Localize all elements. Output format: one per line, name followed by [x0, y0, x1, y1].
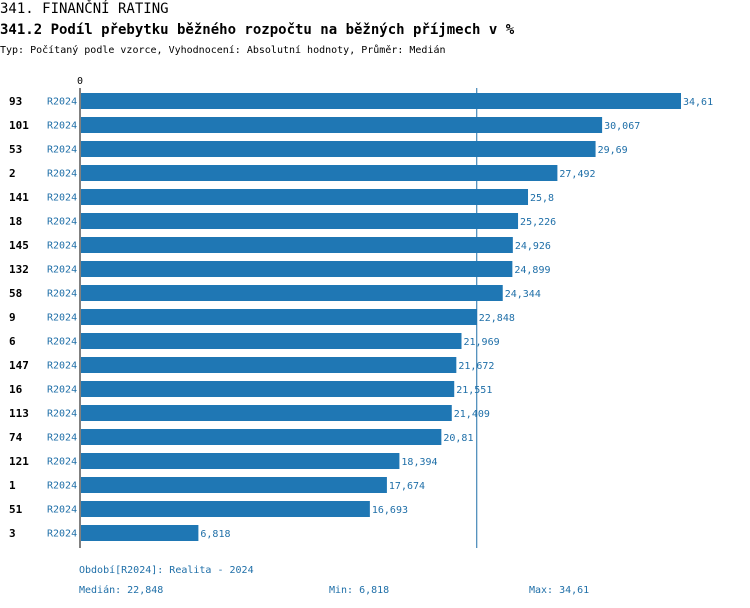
category-label: 121 — [9, 455, 29, 468]
period-label: R2024 — [47, 505, 77, 516]
category-label: 145 — [9, 239, 29, 252]
period-label: R2024 — [47, 289, 77, 300]
chart-title: 341. FINANČNÍ RATING — [0, 1, 169, 17]
value-label: 6,818 — [200, 529, 230, 540]
period-label: R2024 — [47, 313, 77, 324]
bar — [81, 405, 452, 421]
period-label: R2024 — [47, 409, 77, 420]
value-label: 21,672 — [458, 361, 494, 372]
value-label: 22,848 — [479, 313, 515, 324]
bar — [81, 237, 513, 253]
category-label: 6 — [9, 335, 16, 348]
value-label: 17,674 — [389, 481, 425, 492]
value-label: 24,926 — [515, 241, 551, 252]
period-label: R2024 — [47, 457, 77, 468]
period-label: R2024 — [47, 121, 77, 132]
category-label: 141 — [9, 191, 29, 204]
period-label: R2024 — [47, 145, 77, 156]
period-label: R2024 — [47, 529, 77, 540]
period-label: R2024 — [47, 265, 77, 276]
period-label: R2024 — [47, 481, 77, 492]
bar — [81, 477, 387, 493]
value-label: 21,969 — [463, 337, 499, 348]
period-label: R2024 — [47, 337, 77, 348]
period-label: R2024 — [47, 361, 77, 372]
period-label: R2024 — [47, 97, 77, 108]
value-label: 27,492 — [559, 169, 595, 180]
bar — [81, 141, 596, 157]
category-label: 53 — [9, 143, 22, 156]
period-label: R2024 — [47, 217, 77, 228]
bar — [81, 525, 199, 541]
value-label: 34,61 — [683, 97, 713, 108]
footer-min: Min: 6,818 — [329, 585, 390, 596]
bar — [81, 429, 442, 445]
bar — [81, 117, 603, 133]
category-label: 132 — [9, 263, 29, 276]
category-label: 74 — [9, 431, 23, 444]
value-label: 25,8 — [530, 193, 554, 204]
category-label: 2 — [9, 167, 16, 180]
footer-period: Období[R2024]: Realita - 2024 — [79, 565, 254, 576]
bar — [81, 501, 370, 517]
period-label: R2024 — [47, 169, 77, 180]
category-label: 58 — [9, 287, 22, 300]
bar — [81, 453, 400, 469]
category-label: 147 — [9, 359, 29, 372]
footer-median: Medián: 22,848 — [79, 585, 164, 596]
bar — [81, 285, 503, 301]
bar — [81, 213, 519, 229]
category-label: 18 — [9, 215, 22, 228]
value-label: 18,394 — [401, 457, 437, 468]
category-label: 9 — [9, 311, 16, 324]
category-label: 93 — [9, 95, 22, 108]
value-label: 16,693 — [372, 505, 408, 516]
value-label: 24,344 — [505, 289, 541, 300]
category-label: 1 — [9, 479, 16, 492]
bar — [81, 189, 529, 205]
value-label: 21,409 — [454, 409, 490, 420]
footer-max: Max: 34,61 — [529, 585, 590, 596]
category-label: 51 — [9, 503, 23, 516]
value-label: 30,067 — [604, 121, 640, 132]
x-tick-label: 0 — [77, 76, 83, 87]
value-label: 29,69 — [598, 145, 628, 156]
period-label: R2024 — [47, 433, 77, 444]
period-label: R2024 — [47, 193, 77, 204]
category-label: 16 — [9, 383, 23, 396]
value-label: 21,551 — [456, 385, 492, 396]
bar — [81, 333, 462, 349]
category-label: 3 — [9, 527, 16, 540]
category-label: 113 — [9, 407, 29, 420]
bar — [81, 381, 455, 397]
bar — [81, 357, 457, 373]
chart-subtitle: 341.2 Podíl přebytku běžného rozpočtu na… — [0, 22, 515, 38]
bar — [81, 165, 558, 181]
chart-meta: Typ: Počítaný podle vzorce, Vyhodnocení:… — [0, 45, 446, 56]
period-label: R2024 — [47, 241, 77, 252]
value-label: 25,226 — [520, 217, 556, 228]
bar — [81, 309, 477, 325]
period-label: R2024 — [47, 385, 77, 396]
bar — [81, 261, 513, 277]
category-label: 101 — [9, 119, 29, 132]
value-label: 20,81 — [443, 433, 473, 444]
value-label: 24,899 — [514, 265, 550, 276]
bar — [81, 93, 681, 109]
